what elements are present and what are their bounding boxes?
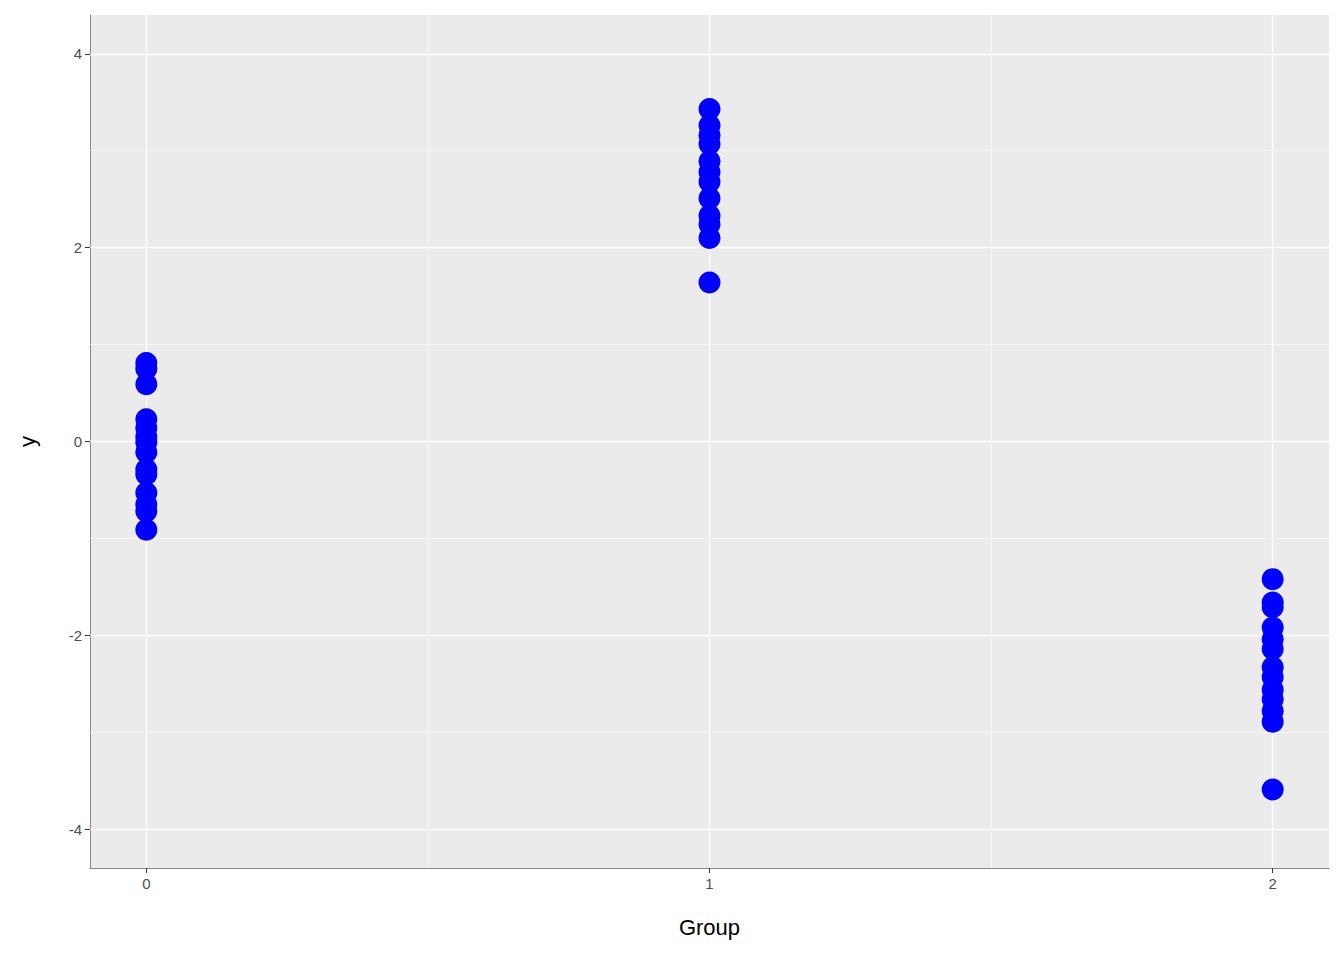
svg-text:2: 2 xyxy=(1269,875,1277,892)
svg-text:2: 2 xyxy=(74,239,82,256)
svg-text:Group: Group xyxy=(679,915,740,940)
svg-text:0: 0 xyxy=(74,433,82,450)
svg-text:y: y xyxy=(15,436,40,447)
svg-text:-4: -4 xyxy=(69,821,82,838)
svg-text:-2: -2 xyxy=(69,627,82,644)
svg-text:1: 1 xyxy=(705,875,713,892)
svg-text:4: 4 xyxy=(74,45,82,62)
svg-text:0: 0 xyxy=(142,875,150,892)
